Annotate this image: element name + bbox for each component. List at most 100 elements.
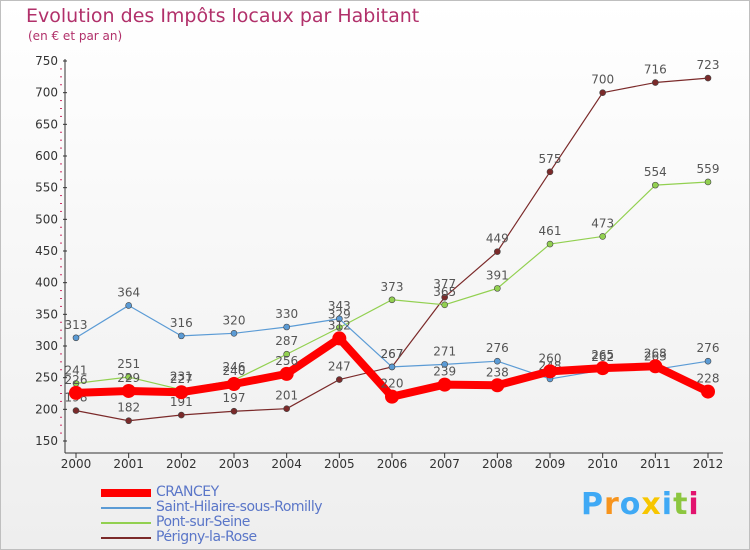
data-point bbox=[178, 332, 185, 340]
data-point bbox=[704, 74, 712, 82]
data-label: 343 bbox=[328, 299, 351, 313]
data-label: 716 bbox=[644, 63, 667, 77]
data-label: 723 bbox=[697, 58, 720, 72]
x-tick-label: 2009 bbox=[535, 457, 566, 471]
data-label: 239 bbox=[433, 365, 456, 379]
x-tick-label: 2001 bbox=[113, 457, 144, 471]
data-point bbox=[385, 389, 399, 404]
y-tick-label: 500 bbox=[35, 212, 58, 226]
y-tick-label: 600 bbox=[35, 149, 58, 163]
data-label: 251 bbox=[117, 357, 140, 371]
logo-letter: o bbox=[619, 487, 642, 522]
logo-letter: t bbox=[673, 487, 689, 522]
data-label: 391 bbox=[486, 268, 509, 282]
x-tick-label: 2007 bbox=[429, 457, 460, 471]
data-label: 449 bbox=[486, 232, 509, 246]
y-tick-label: 450 bbox=[35, 244, 58, 258]
y-tick-label: 650 bbox=[35, 117, 58, 131]
data-label: 197 bbox=[223, 391, 246, 405]
data-point bbox=[178, 411, 185, 419]
data-label: 267 bbox=[381, 347, 404, 361]
data-point bbox=[388, 363, 396, 371]
data-point bbox=[595, 361, 610, 376]
logo-letter: i bbox=[688, 487, 700, 522]
data-label: 330 bbox=[275, 307, 298, 321]
x-tick-label: 2012 bbox=[693, 457, 724, 471]
proxiti-logo: Proxiti bbox=[581, 487, 700, 522]
data-label: 271 bbox=[433, 344, 456, 358]
data-label: 256 bbox=[275, 354, 298, 368]
data-point bbox=[174, 385, 189, 400]
data-point bbox=[494, 357, 501, 365]
data-label: 265 bbox=[591, 348, 614, 362]
y-tick-label: 700 bbox=[35, 86, 58, 100]
data-label: 276 bbox=[697, 341, 720, 355]
data-label: 267 bbox=[381, 347, 404, 361]
data-label: 229 bbox=[117, 371, 140, 385]
data-point bbox=[69, 385, 83, 400]
legend-label: Pont-sur-Seine bbox=[156, 514, 250, 530]
x-tick-label: 2000 bbox=[61, 457, 92, 471]
data-point bbox=[704, 357, 712, 365]
data-point bbox=[230, 330, 238, 337]
data-point bbox=[336, 376, 343, 383]
data-label: 182 bbox=[117, 401, 140, 415]
y-tick-label: 350 bbox=[35, 307, 58, 321]
x-tick-label: 2002 bbox=[166, 457, 197, 471]
x-tick-label: 2005 bbox=[324, 457, 355, 471]
data-point bbox=[125, 417, 132, 425]
data-label: 312 bbox=[328, 318, 351, 332]
data-label: 554 bbox=[644, 165, 667, 179]
data-label: 268 bbox=[644, 346, 667, 360]
data-point bbox=[441, 301, 448, 309]
data-label: 461 bbox=[539, 224, 562, 238]
y-tick-label: 300 bbox=[35, 339, 58, 353]
logo-letter: P bbox=[581, 487, 604, 522]
data-point bbox=[704, 178, 712, 186]
data-point bbox=[125, 373, 132, 381]
y-tick-label: 150 bbox=[35, 434, 58, 448]
y-tick-label: 550 bbox=[35, 181, 58, 195]
data-label: 226 bbox=[65, 373, 88, 387]
data-label: 238 bbox=[486, 365, 509, 379]
data-point bbox=[599, 89, 606, 96]
y-tick-label: 750 bbox=[35, 54, 58, 68]
data-label: 201 bbox=[275, 389, 298, 403]
data-label: 240 bbox=[223, 364, 246, 378]
data-label: 364 bbox=[117, 285, 140, 299]
data-label: 700 bbox=[591, 73, 614, 87]
x-tick-label: 2010 bbox=[587, 457, 618, 471]
y-tick-label: 250 bbox=[35, 371, 58, 385]
data-label: 316 bbox=[170, 316, 193, 330]
data-label: 559 bbox=[697, 162, 720, 176]
data-point bbox=[279, 366, 294, 381]
data-point bbox=[125, 302, 132, 309]
data-point bbox=[72, 334, 80, 342]
x-tick-label: 2003 bbox=[219, 457, 250, 471]
data-label: 365 bbox=[433, 285, 456, 299]
data-point bbox=[494, 285, 501, 292]
chart-subtitle: (en € et par an) bbox=[28, 29, 123, 43]
data-point bbox=[283, 405, 290, 413]
x-tick-label: 2006 bbox=[377, 457, 408, 471]
data-label: 473 bbox=[591, 216, 614, 230]
chart-title: Evolution des Impôts locaux par Habitant bbox=[26, 5, 420, 27]
logo-letter: r bbox=[604, 487, 620, 522]
data-point bbox=[283, 350, 290, 358]
data-label: 373 bbox=[381, 280, 404, 294]
data-point bbox=[652, 181, 659, 189]
data-point bbox=[543, 364, 557, 379]
logo-letter: x bbox=[641, 487, 662, 522]
data-label: 377 bbox=[433, 277, 456, 291]
data-label: 247 bbox=[328, 360, 351, 374]
data-point bbox=[283, 323, 290, 331]
data-label: 246 bbox=[223, 360, 246, 374]
data-point bbox=[388, 296, 396, 304]
logo-letter: i bbox=[661, 487, 674, 522]
data-point bbox=[227, 377, 241, 391]
legend-label: Saint-Hilaire-sous-Romilly bbox=[156, 499, 323, 515]
data-label: 329 bbox=[328, 308, 351, 322]
data-point bbox=[599, 233, 606, 240]
